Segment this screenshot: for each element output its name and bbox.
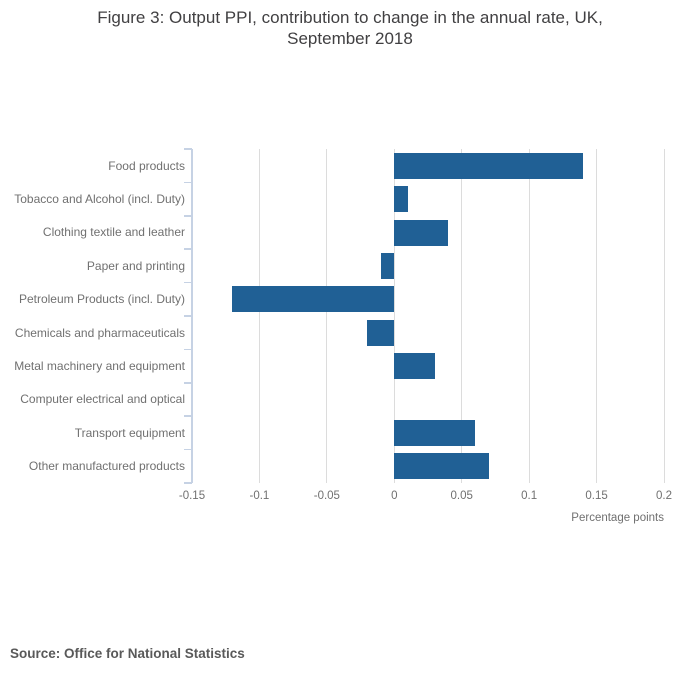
- x-gridline: [258, 149, 260, 483]
- y-axis-tick: [184, 482, 192, 484]
- y-axis-tick: [184, 348, 192, 351]
- bar: [394, 219, 449, 246]
- chart-title: Figure 3: Output PPI, contribution to ch…: [0, 7, 700, 49]
- y-axis-line: [191, 149, 193, 483]
- x-tick-label: 0.2: [656, 490, 672, 502]
- x-tick-label: -0.1: [249, 490, 270, 502]
- category-label: Computer electrical and optical: [20, 392, 185, 407]
- x-tick-label: 0.15: [585, 490, 608, 502]
- x-tick-label: 0: [391, 490, 398, 502]
- y-axis-tick: [184, 215, 192, 217]
- category-label: Tobacco and Alcohol (incl. Duty): [14, 192, 185, 207]
- x-gridline: [596, 149, 598, 483]
- bar: [367, 319, 395, 346]
- bar: [380, 252, 395, 279]
- category-label: Food products: [108, 158, 185, 173]
- y-axis-tick: [184, 281, 192, 284]
- y-axis-tick: [184, 248, 192, 250]
- x-axis-title: Percentage points: [571, 512, 664, 524]
- y-axis-tick: [184, 181, 192, 184]
- category-label: Chemicals and pharmaceuticals: [14, 325, 185, 340]
- x-tick-label: 0.1: [521, 490, 538, 502]
- plot-area: [184, 148, 665, 484]
- y-axis-tick: [184, 148, 192, 150]
- category-label: Petroleum Products (incl. Duty): [18, 292, 185, 307]
- category-label: Other manufactured products: [28, 459, 185, 474]
- category-label: Paper and printing: [86, 258, 185, 273]
- y-axis-tick: [184, 415, 192, 417]
- x-gridline: [663, 149, 665, 483]
- category-label: Clothing textile and leather: [42, 225, 185, 240]
- x-axis-tick-labels: -0.15 -0.1 -0.05 0 0.05 0.1 0.15 0.2: [179, 490, 672, 504]
- category-label: Metal machinery and equipment: [14, 359, 185, 374]
- x-gridline: [461, 149, 463, 483]
- y-axis-tick: [184, 315, 192, 317]
- bar: [394, 186, 408, 213]
- x-gridline: [393, 149, 395, 483]
- chart-title-line2: September 2018: [287, 29, 413, 48]
- category-label: Transport equipment: [74, 425, 185, 440]
- bar: [394, 152, 584, 179]
- bar: [394, 419, 476, 446]
- x-tick-label: -0.05: [313, 490, 340, 502]
- chart-title-line1: Figure 3: Output PPI, contribution to ch…: [97, 8, 603, 27]
- y-axis-labels: Food products Tobacco and Alcohol (incl. …: [0, 149, 185, 483]
- x-gridline: [528, 149, 530, 483]
- bar: [394, 453, 489, 480]
- x-tick-label: -0.15: [178, 490, 206, 502]
- y-axis-tick: [184, 382, 192, 384]
- x-tick-label: 0.05: [450, 490, 473, 502]
- x-gridline: [326, 149, 328, 483]
- bar: [232, 286, 395, 313]
- bar: [394, 353, 435, 380]
- source-text: Source: Office for National Statistics: [10, 646, 245, 661]
- y-axis-tick: [184, 448, 192, 451]
